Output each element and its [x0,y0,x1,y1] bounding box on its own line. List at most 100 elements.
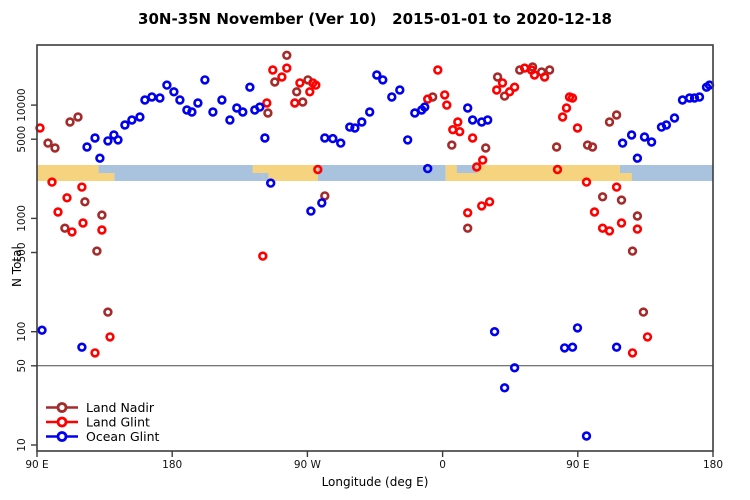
data-point-land-glint [572,123,583,133]
data-point-land-nadir [544,65,555,75]
data-point-land-glint [440,90,450,100]
data-point-land-glint [290,98,300,108]
data-point-land-glint [529,70,540,80]
data-point-land-glint [105,332,115,342]
data-point-ocean-glint [103,136,113,146]
data-point-ocean-glint [175,95,185,105]
band-segment-land [37,165,115,181]
data-point-ocean-glint [617,138,628,148]
data-point-ocean-glint [155,93,165,103]
data-point-land-nadir [50,143,60,153]
chart-title: 30N-35N November (Ver 10) 2015-01-01 to … [138,10,612,28]
data-point-land-nadir [92,246,102,256]
data-point-ocean-glint [677,95,688,105]
x-tick-label: 180 [162,459,182,471]
x-tick-label: 90 E [566,459,589,471]
data-point-ocean-glint [694,92,705,102]
data-point-land-glint [477,201,487,211]
y-tick-label: 5000 [16,126,28,153]
data-point-land-glint [552,164,563,175]
data-point-land-glint [539,72,550,82]
data-point-land-glint [611,182,622,192]
data-point-ocean-glint [320,133,330,143]
band-segment-ocean [114,165,263,181]
data-point-land-nadir [447,140,457,150]
data-point-ocean-glint [581,431,592,441]
data-point-land-nadir [587,142,598,152]
legend-label: Land Glint [86,415,150,430]
x-tick-label: 180 [703,459,723,471]
data-point-ocean-glint [611,342,622,352]
x-tick-label: 90 W [294,459,322,471]
data-point-land-glint [557,112,568,122]
data-point-ocean-glint [245,82,255,92]
data-point-ocean-glint [162,80,172,90]
legend-marker [56,431,68,442]
data-point-ocean-glint [689,93,700,103]
data-point-land-nadir [604,117,615,127]
data-point-land-nadir [292,87,302,97]
data-point-land-glint [53,207,63,217]
data-point-ocean-glint [77,342,87,352]
data-point-land-glint [484,197,495,207]
data-point-ocean-glint [467,115,478,125]
data-point-land-nadir [60,223,70,233]
data-point-ocean-glint [193,98,203,108]
data-point-ocean-glint [306,206,316,216]
data-point-land-glint [305,87,315,97]
data-point-land-glint [504,87,515,97]
data-point-ocean-glint [684,93,695,103]
data-point-land-glint [478,155,488,165]
data-point-ocean-glint [266,178,276,188]
data-point-land-glint [492,85,502,95]
band-notch-ocean [98,165,115,173]
data-point-land-nadir [73,112,83,122]
data-point-land-nadir [632,211,643,221]
y-tick-label: 10000 [16,88,28,121]
data-point-land-glint [561,103,572,113]
data-point-ocean-glint [489,327,500,337]
data-point-ocean-glint [135,112,145,122]
data-point-ocean-glint [661,120,672,130]
data-point-ocean-glint [37,325,47,335]
legend-marker [56,402,68,413]
data-point-land-nadir [97,210,107,220]
band-segment-land [262,165,318,181]
data-point-land-nadir [463,223,473,233]
y-tick-label: 50 [16,359,28,372]
data-point-land-glint [47,177,57,187]
data-point-ocean-glint [387,92,397,102]
data-point-land-nadir [551,142,562,152]
data-point-land-nadir [103,307,113,317]
data-point-ocean-glint [200,75,210,85]
data-point-ocean-glint [350,123,360,133]
data-point-ocean-glint [147,92,157,102]
data-point-ocean-glint [669,113,680,123]
data-point-land-nadir [492,72,503,82]
data-point-ocean-glint [567,342,578,352]
data-point-land-glint [509,82,520,92]
x-tick-label: 90 E [25,459,48,471]
band-notch-land [252,165,263,173]
data-point-ocean-glint [420,102,430,112]
plot-border [36,44,714,452]
data-point-land-glint [497,78,508,88]
data-point-land-glint [258,251,268,261]
data-point-ocean-glint [632,153,643,163]
data-point-ocean-glint [572,323,583,333]
data-point-ocean-glint [639,132,650,142]
data-point-ocean-glint [255,102,265,112]
data-point-ocean-glint [317,198,327,208]
data-point-land-glint [616,218,627,228]
data-point-land-glint [78,218,88,228]
data-point-ocean-glint [127,115,137,125]
data-point-ocean-glint [372,70,382,80]
data-point-land-glint [423,94,433,104]
data-point-ocean-glint [559,343,570,353]
y-tick-label: 1000 [16,205,28,232]
band-segment-ocean [317,165,446,181]
data-point-land-nadir [80,197,90,207]
data-point-land-glint [463,208,473,218]
